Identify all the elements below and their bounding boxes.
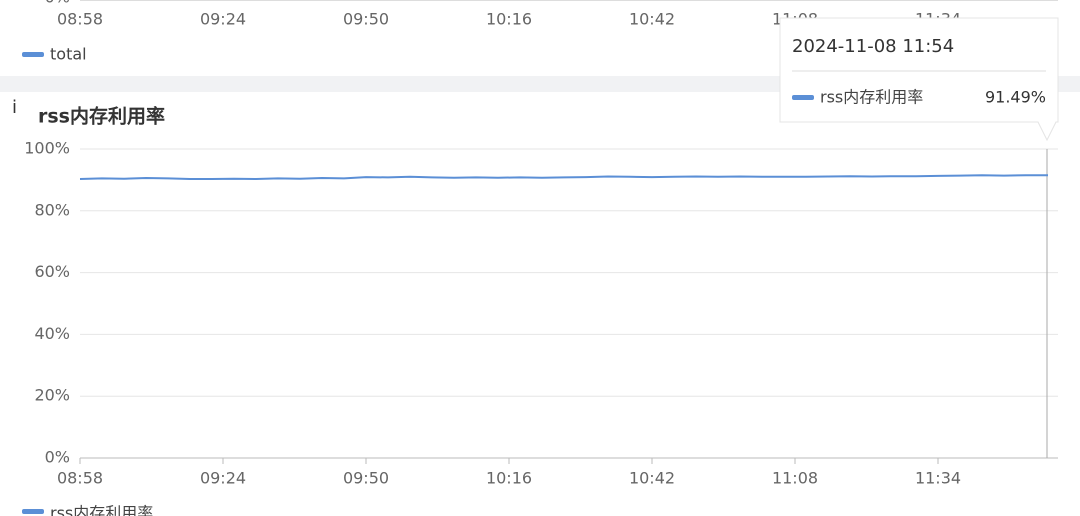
x-tick-label: 10:16 [486,10,532,29]
x-tick-label: 09:50 [343,469,389,488]
x-tick-label: 09:24 [200,10,246,29]
x-tick-label: 11:08 [772,469,818,488]
tooltip-value: 91.49% [985,88,1046,107]
legend-label[interactable]: rss内存利用率 [50,504,153,516]
main-panel [0,92,1080,516]
tooltip-title: 2024-11-08 11:54 [792,36,954,57]
x-tick-label: 08:58 [57,469,103,488]
legend-swatch[interactable] [22,509,44,514]
panel-icon[interactable]: i [12,97,17,118]
x-tick-label: 10:42 [629,469,675,488]
legend-label[interactable]: total [50,45,87,64]
legend-swatch[interactable] [22,52,44,57]
y-tick-label: 80% [34,200,70,219]
y-tick-label: 0% [45,448,70,467]
y-tick-label: 40% [34,324,70,343]
tooltip-series: rss内存利用率 [820,88,923,107]
x-tick-label: 09:50 [343,10,389,29]
x-tick-label: 08:58 [57,10,103,29]
y-tick-label: 60% [34,262,70,281]
tooltip: 2024-11-08 11:54 rss内存利用率 91.49% [779,17,1059,142]
x-tick-label: 09:24 [200,469,246,488]
y-tick-label: 20% [34,386,70,405]
x-tick-label: 10:16 [486,469,532,488]
tooltip-box [779,17,1059,142]
x-tick-label: 10:42 [629,10,675,29]
x-tick-label: 11:34 [915,469,961,488]
main-chart: 0% 20% 40% 60% 80% 100% 08:58 09:24 09:50 10:16 10… [24,139,1058,488]
series-line [79,174,1048,181]
y-tick-label: 0% [45,0,70,7]
y-tick-label: 100% [24,139,70,158]
tooltip-swatch [792,95,814,100]
chart-title: rss内存利用率 [38,105,165,128]
